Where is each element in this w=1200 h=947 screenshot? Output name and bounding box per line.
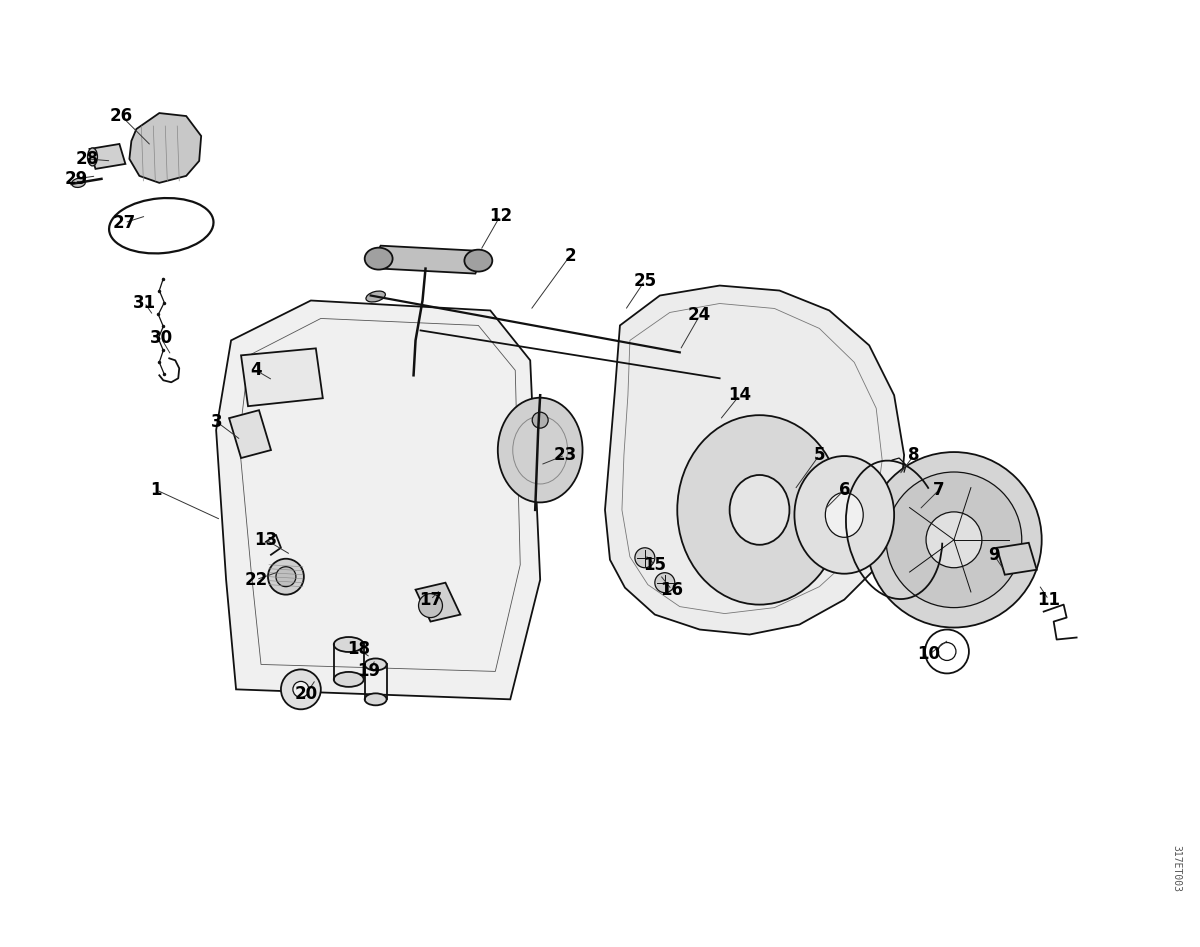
Polygon shape bbox=[216, 300, 540, 699]
Ellipse shape bbox=[826, 492, 863, 537]
Polygon shape bbox=[130, 113, 202, 183]
Circle shape bbox=[281, 670, 320, 709]
Circle shape bbox=[655, 573, 674, 593]
Ellipse shape bbox=[366, 291, 385, 302]
Text: 6: 6 bbox=[839, 481, 850, 499]
Text: 15: 15 bbox=[643, 556, 666, 574]
Text: 27: 27 bbox=[113, 214, 136, 232]
Text: 14: 14 bbox=[728, 386, 751, 404]
Polygon shape bbox=[997, 543, 1037, 575]
Ellipse shape bbox=[334, 637, 364, 652]
Ellipse shape bbox=[365, 658, 386, 670]
Ellipse shape bbox=[794, 456, 894, 574]
Text: 28: 28 bbox=[76, 150, 100, 168]
Text: 22: 22 bbox=[245, 571, 268, 589]
Circle shape bbox=[268, 559, 304, 595]
Text: 10: 10 bbox=[918, 646, 941, 664]
Text: 3: 3 bbox=[211, 413, 223, 431]
Polygon shape bbox=[415, 582, 461, 621]
Text: 20: 20 bbox=[294, 686, 318, 704]
Text: 12: 12 bbox=[488, 206, 512, 224]
Polygon shape bbox=[241, 348, 323, 406]
Text: 26: 26 bbox=[110, 107, 133, 125]
Text: 24: 24 bbox=[688, 307, 712, 325]
Text: 7: 7 bbox=[934, 481, 944, 499]
Text: 9: 9 bbox=[988, 545, 1000, 563]
Text: 31: 31 bbox=[133, 294, 156, 312]
Polygon shape bbox=[605, 286, 904, 634]
Circle shape bbox=[635, 547, 655, 567]
Text: 25: 25 bbox=[634, 272, 656, 290]
Ellipse shape bbox=[365, 248, 392, 270]
Text: 11: 11 bbox=[1037, 591, 1060, 609]
Circle shape bbox=[886, 472, 1021, 608]
Circle shape bbox=[419, 594, 443, 617]
Circle shape bbox=[276, 566, 296, 587]
Ellipse shape bbox=[365, 693, 386, 706]
Ellipse shape bbox=[334, 672, 364, 687]
Circle shape bbox=[532, 412, 548, 428]
Ellipse shape bbox=[88, 148, 97, 166]
Text: 317ET003: 317ET003 bbox=[1171, 846, 1181, 892]
Circle shape bbox=[926, 512, 982, 567]
Ellipse shape bbox=[677, 415, 841, 604]
Polygon shape bbox=[376, 245, 480, 274]
Text: 1: 1 bbox=[150, 481, 162, 499]
Text: 13: 13 bbox=[254, 531, 277, 549]
Circle shape bbox=[866, 452, 1042, 628]
Text: 30: 30 bbox=[150, 330, 173, 348]
Ellipse shape bbox=[730, 475, 790, 545]
Ellipse shape bbox=[498, 398, 582, 503]
Text: 5: 5 bbox=[814, 446, 826, 464]
Polygon shape bbox=[90, 144, 125, 169]
Ellipse shape bbox=[72, 178, 85, 188]
Text: 29: 29 bbox=[65, 170, 88, 188]
Text: 23: 23 bbox=[553, 446, 577, 464]
Text: 2: 2 bbox=[564, 246, 576, 264]
Text: 16: 16 bbox=[660, 581, 683, 599]
Text: 18: 18 bbox=[347, 640, 371, 658]
Text: 8: 8 bbox=[908, 446, 920, 464]
Ellipse shape bbox=[464, 250, 492, 272]
Text: 4: 4 bbox=[250, 362, 262, 380]
Text: 17: 17 bbox=[419, 591, 442, 609]
Text: 19: 19 bbox=[358, 662, 380, 680]
Polygon shape bbox=[229, 410, 271, 458]
Circle shape bbox=[293, 682, 308, 697]
